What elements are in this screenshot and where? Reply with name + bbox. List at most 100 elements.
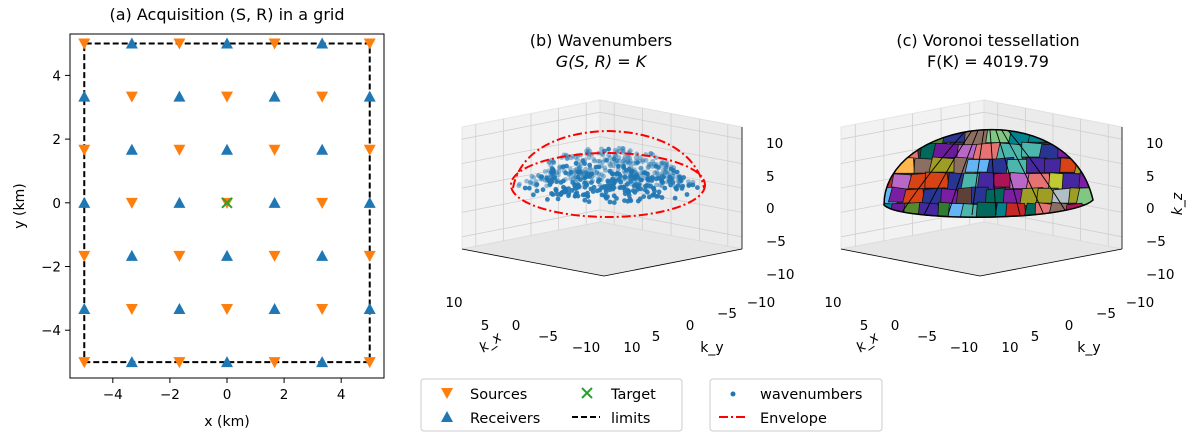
wavenumber-point xyxy=(663,169,668,174)
wavenumber-point xyxy=(623,160,628,166)
receiver-marker xyxy=(363,90,376,102)
wavenumber-point xyxy=(628,178,634,184)
wavenumber-point xyxy=(640,172,645,178)
wavenumber-point xyxy=(559,190,565,195)
panel-b-wavenumber-points xyxy=(516,145,700,206)
x-tick-label: −4 xyxy=(103,387,123,403)
wavenumber-point xyxy=(632,180,638,186)
receiver-marker xyxy=(125,249,138,261)
wavenumber-point xyxy=(645,189,650,195)
wavenumber-point xyxy=(572,175,578,181)
source-marker xyxy=(173,250,186,262)
wavenumber-point xyxy=(611,193,617,199)
wavenumber-point xyxy=(638,165,644,171)
panel-b-envelope-lower xyxy=(510,152,706,218)
wavenumber-point xyxy=(646,175,652,181)
legend-receivers-marker xyxy=(441,411,453,422)
wavenumber-point xyxy=(645,165,651,170)
wavenumber-point xyxy=(625,154,631,160)
receiver-marker xyxy=(125,37,138,49)
wavenumber-point xyxy=(630,173,635,178)
kx-tick-label: 0 xyxy=(512,318,521,334)
wavenumber-point xyxy=(594,169,600,175)
x-tick-label: 4 xyxy=(337,387,346,403)
wavenumber-point xyxy=(637,182,642,187)
wavenumber-point xyxy=(642,175,648,181)
source-marker xyxy=(316,91,329,103)
wavenumber-point xyxy=(620,158,626,164)
wavenumber-point xyxy=(544,183,550,189)
wavenumber-point xyxy=(620,148,626,154)
source-marker xyxy=(268,250,281,262)
wavenumber-point xyxy=(616,163,621,169)
wavenumber-point xyxy=(586,151,592,157)
voronoi-edge xyxy=(947,129,989,216)
panel-c-xlabel: k_x xyxy=(854,329,883,356)
kz-tick-label: −5 xyxy=(766,234,786,250)
wavenumber-point xyxy=(622,198,627,204)
kx-tick-label: 5 xyxy=(481,318,490,334)
wavenumber-point xyxy=(648,161,654,167)
receiver-marker xyxy=(78,302,91,314)
wavenumber-point xyxy=(585,146,591,152)
wavenumber-point xyxy=(546,178,552,183)
wavenumber-point xyxy=(577,168,583,174)
panel-a-marks xyxy=(78,37,376,369)
y-tick-label: 0 xyxy=(52,196,61,212)
panel-c: (c) Voronoi tessellation F(K) = 4019.79 … xyxy=(824,31,1186,356)
source-marker xyxy=(221,303,233,315)
wavenumber-point xyxy=(564,153,569,159)
wavenumber-point xyxy=(621,157,627,163)
kx-tick-label: 10 xyxy=(445,295,462,311)
wavenumber-point xyxy=(587,166,593,172)
wavenumber-point xyxy=(655,171,660,177)
wavenumber-point xyxy=(663,165,669,171)
receiver-marker xyxy=(173,196,186,208)
wavenumber-point xyxy=(635,198,641,204)
receiver-marker xyxy=(125,356,138,368)
kx-tick-label: 10 xyxy=(824,295,841,311)
wavenumber-point xyxy=(595,158,601,164)
kz-tick-label: 0 xyxy=(1146,201,1155,217)
source-marker xyxy=(363,250,376,262)
panel-b: (b) Wavenumbers G(S, R) = K 10 5 0 −5 −10 10 5… xyxy=(445,31,794,356)
wavenumber-point xyxy=(628,169,633,175)
wavenumber-point xyxy=(603,168,608,173)
wavenumber-point xyxy=(632,167,637,173)
wavenumber-point xyxy=(596,171,602,177)
kz-tick-label: 10 xyxy=(1146,136,1163,152)
wavenumber-point xyxy=(607,199,613,205)
legend-acquisition: Sources Target Receivers limits xyxy=(420,378,683,432)
wavenumber-point xyxy=(591,156,597,162)
wavenumber-point xyxy=(643,183,648,189)
wavenumber-point xyxy=(551,160,557,166)
kz-tick-label: 5 xyxy=(1146,169,1155,185)
wavenumber-point xyxy=(601,173,606,179)
wavenumber-point xyxy=(557,164,563,170)
wavenumber-point xyxy=(670,175,676,181)
wavenumber-point xyxy=(604,157,609,163)
wavenumber-point xyxy=(659,160,665,166)
kx-tick-label: −5 xyxy=(538,329,558,345)
wavenumber-point xyxy=(668,182,673,188)
wavenumber-point xyxy=(576,165,582,171)
wavenumber-point xyxy=(650,192,655,198)
voronoi-edge xyxy=(971,129,989,216)
wavenumber-point xyxy=(629,168,635,174)
ky-tick-label: 10 xyxy=(1001,340,1018,356)
wavenumber-point xyxy=(578,164,583,170)
wavenumber-point xyxy=(650,174,656,180)
receiver-marker xyxy=(221,249,233,261)
wavenumber-point xyxy=(661,167,666,173)
wavenumber-point xyxy=(534,188,540,194)
wavenumber-point xyxy=(584,148,589,154)
wavenumber-point xyxy=(631,183,637,189)
wavenumber-point xyxy=(695,185,700,191)
wavenumber-point xyxy=(531,192,536,198)
kx-tick-label: 0 xyxy=(891,318,900,334)
wavenumber-point xyxy=(622,154,628,160)
legend-wavenumbers-label: wavenumbers xyxy=(760,387,862,403)
source-marker xyxy=(78,144,91,156)
wavenumber-point xyxy=(570,153,576,159)
source-marker xyxy=(268,357,281,369)
